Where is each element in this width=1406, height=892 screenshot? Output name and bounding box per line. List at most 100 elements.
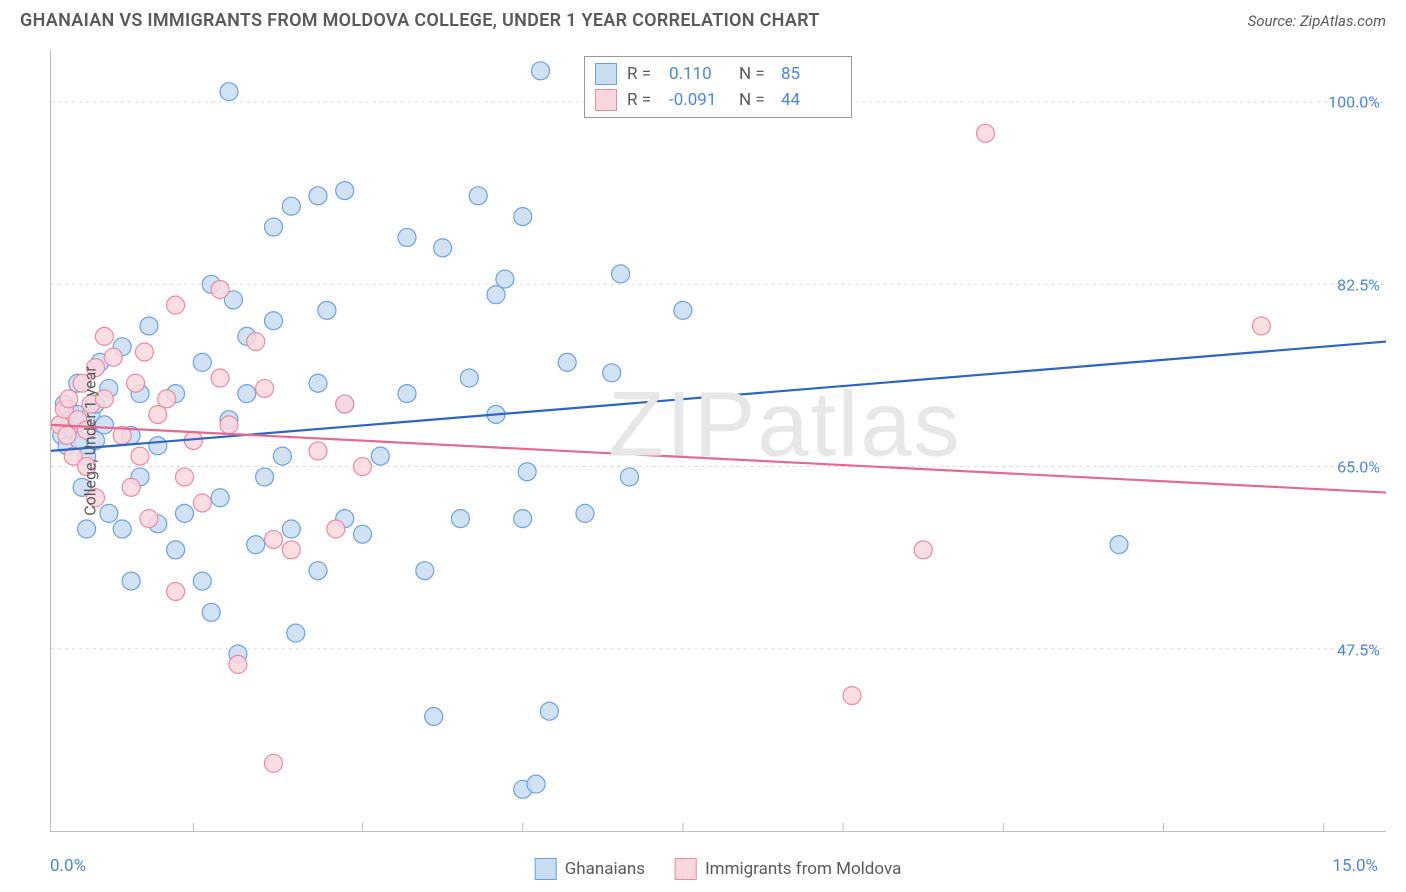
data-point <box>256 468 274 486</box>
legend-r-value: 0.110 <box>669 64 729 84</box>
data-point <box>843 687 861 705</box>
data-point <box>122 478 140 496</box>
data-point <box>135 343 153 361</box>
data-point <box>247 536 265 554</box>
data-point <box>434 239 452 257</box>
y-tick-label: 47.5% <box>1337 640 1388 659</box>
data-point <box>167 541 185 559</box>
data-point <box>527 775 545 793</box>
legend-n-label: N = <box>739 64 771 84</box>
data-point <box>176 468 194 486</box>
data-point <box>354 458 372 476</box>
legend-swatch <box>595 89 617 111</box>
data-point <box>460 369 478 387</box>
data-point <box>193 353 211 371</box>
plot-container: College, Under 1 year ZIPatlas R =0.110N… <box>50 50 1386 832</box>
data-point <box>576 504 594 522</box>
data-point <box>95 327 113 345</box>
data-point <box>309 187 327 205</box>
series-legend-label: Ghanaians <box>565 859 645 879</box>
scatter-plot-svg <box>50 50 1386 832</box>
data-point <box>202 603 220 621</box>
data-point <box>518 463 536 481</box>
data-point <box>140 317 158 335</box>
data-point <box>540 702 558 720</box>
series-legend-item: Ghanaians <box>535 858 645 880</box>
data-point <box>514 208 532 226</box>
data-point <box>416 562 434 580</box>
data-point <box>612 265 630 283</box>
data-point <box>514 510 532 528</box>
data-point <box>532 62 550 80</box>
data-point <box>167 296 185 314</box>
data-point <box>371 447 389 465</box>
legend-row: R = 0.110 N = 85 <box>595 61 841 87</box>
data-point <box>318 301 336 319</box>
series-legend: Ghanaians Immigrants from Moldova <box>535 858 902 880</box>
y-tick-label: 100.0% <box>1328 93 1388 112</box>
legend-row: R = -0.091 N = 44 <box>595 87 841 113</box>
data-point <box>60 390 78 408</box>
data-point <box>674 301 692 319</box>
data-point <box>265 754 283 772</box>
data-point <box>211 281 229 299</box>
legend-r-value: -0.091 <box>669 90 729 110</box>
data-point <box>158 390 176 408</box>
data-point <box>167 583 185 601</box>
chart-title: GHANAIAN VS IMMIGRANTS FROM MOLDOVA COLL… <box>20 10 820 31</box>
source-attribution: Source: ZipAtlas.com <box>1248 12 1386 30</box>
data-point <box>176 504 194 522</box>
data-point <box>149 437 167 455</box>
data-point <box>309 442 327 460</box>
data-point <box>287 624 305 642</box>
data-point <box>238 385 256 403</box>
legend-r-label: R = <box>627 64 659 84</box>
data-point <box>131 447 149 465</box>
x-axis-min-label: 0.0% <box>50 856 86 876</box>
data-point <box>220 416 238 434</box>
data-point <box>220 83 238 101</box>
data-point <box>113 520 131 538</box>
data-point <box>100 504 118 522</box>
data-point <box>496 270 514 288</box>
data-point <box>398 385 416 403</box>
legend-swatch <box>595 63 617 85</box>
series-legend-label: Immigrants from Moldova <box>705 859 901 879</box>
legend-r-label: R = <box>627 90 659 110</box>
y-axis-label: College, Under 1 year <box>80 366 99 516</box>
data-point <box>140 510 158 528</box>
data-point <box>229 655 247 673</box>
data-point <box>282 541 300 559</box>
data-point <box>336 182 354 200</box>
data-point <box>265 312 283 330</box>
data-point <box>265 530 283 548</box>
data-point <box>398 228 416 246</box>
data-point <box>104 348 122 366</box>
data-point <box>977 124 995 142</box>
data-point <box>309 374 327 392</box>
data-point <box>193 494 211 512</box>
data-point <box>558 353 576 371</box>
data-point <box>309 562 327 580</box>
legend-swatch <box>675 858 697 880</box>
data-point <box>603 364 621 382</box>
data-point <box>451 510 469 528</box>
data-point <box>487 286 505 304</box>
data-point <box>621 468 639 486</box>
legend-n-value: 85 <box>781 64 841 84</box>
data-point <box>211 369 229 387</box>
legend-n-label: N = <box>739 90 771 110</box>
trend-line <box>51 425 1386 493</box>
data-point <box>282 197 300 215</box>
data-point <box>354 525 372 543</box>
data-point <box>273 447 291 465</box>
data-point <box>256 379 274 397</box>
data-point <box>327 520 345 538</box>
data-point <box>282 520 300 538</box>
data-point <box>247 333 265 351</box>
data-point <box>127 374 145 392</box>
data-point <box>265 218 283 236</box>
correlation-legend: R = 0.110 N = 85 R = -0.091 N = 44 <box>584 56 852 118</box>
y-tick-label: 82.5% <box>1337 275 1388 294</box>
legend-n-value: 44 <box>781 90 841 110</box>
